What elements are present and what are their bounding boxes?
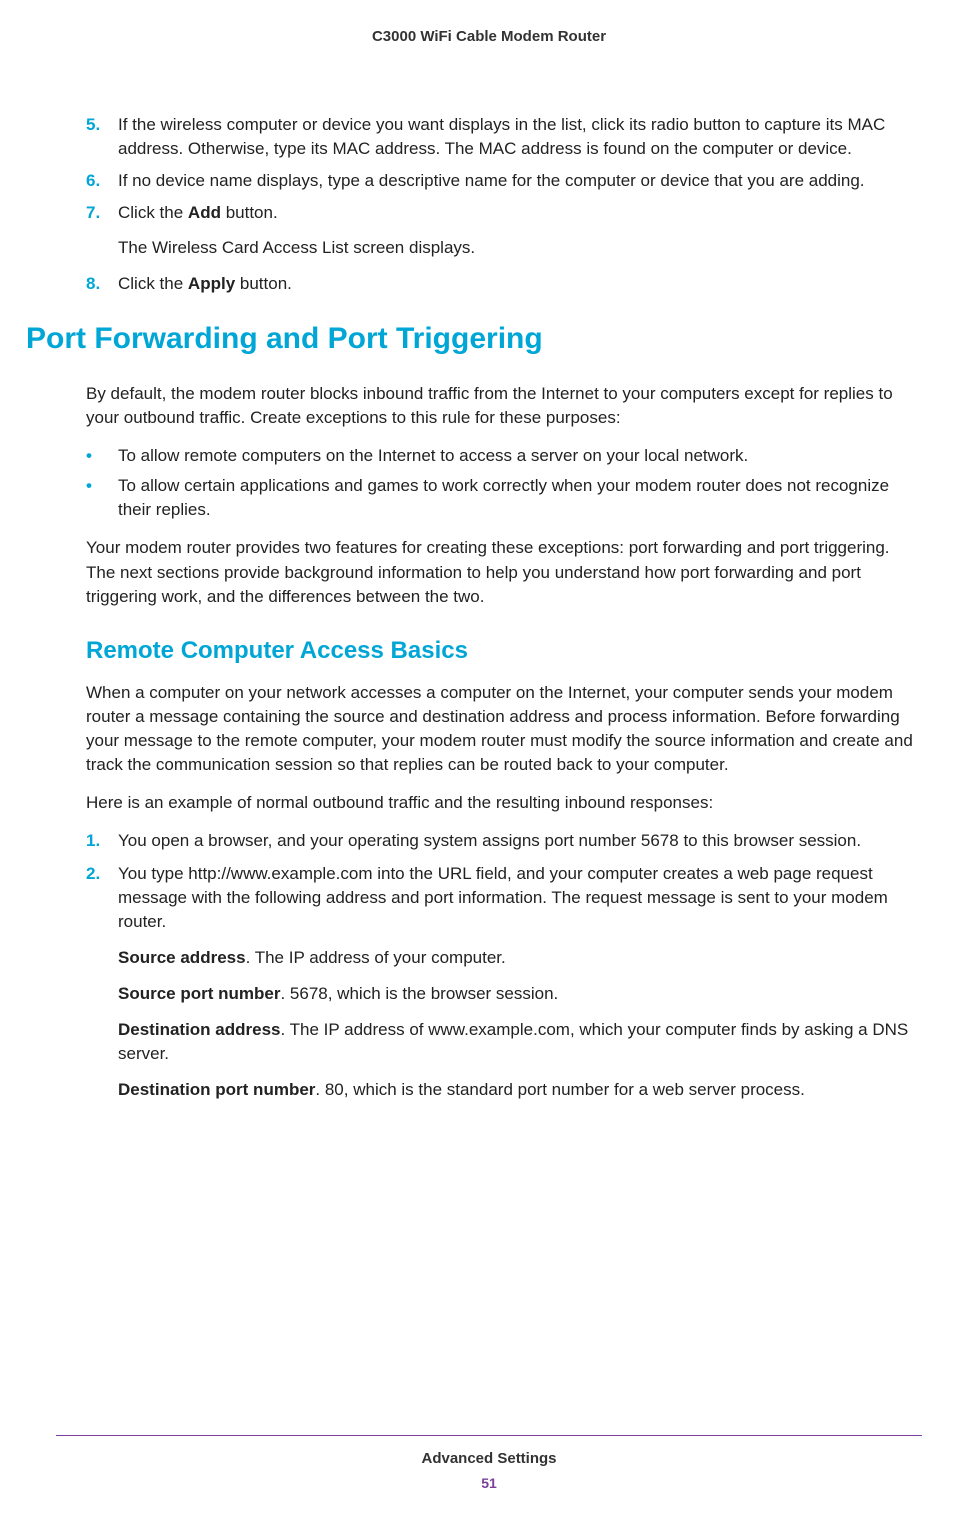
list-text: If the wireless computer or device you w… [118,113,922,161]
text-suffix: button. [235,274,292,293]
numbered-list-2: 1. You open a browser, and your operatin… [86,829,922,1102]
list-text: If no device name displays, type a descr… [118,169,865,193]
list-text: You type http://www.example.com into the… [118,862,922,934]
list-item: 8. Click the Apply button. [86,272,922,296]
definition-block: Source port number. 5678, which is the b… [118,982,922,1006]
text-suffix: button. [221,203,278,222]
paragraph: By default, the modem router blocks inbo… [86,382,922,430]
def-text: . 5678, which is the browser session. [280,984,558,1003]
list-text: Click the Apply button. [118,272,292,296]
list-number: 7. [86,201,118,225]
bullet-list: • To allow remote computers on the Inter… [86,444,922,522]
list-item: 6. If no device name displays, type a de… [86,169,922,193]
list-number: 8. [86,272,118,296]
text-prefix: Click the [118,274,188,293]
list-number: 6. [86,169,118,193]
def-term: Source address [118,948,246,967]
bullet-text: To allow remote computers on the Interne… [118,444,748,468]
text-prefix: Click the [118,203,188,222]
list-text: You open a browser, and your operating s… [118,829,861,853]
definition-block: Destination address. The IP address of w… [118,1018,922,1066]
footer-divider [56,1435,922,1436]
bullet-marker-icon: • [86,474,118,522]
text-bold: Add [188,203,221,222]
page-content: 5. If the wireless computer or device yo… [0,45,978,1103]
numbered-list-1: 5. If the wireless computer or device yo… [86,113,922,296]
paragraph: Your modem router provides two features … [86,536,922,608]
paragraph: When a computer on your network accesses… [86,681,922,778]
list-item: 2. You type http://www.example.com into … [86,862,922,934]
page-footer: Advanced Settings 51 [0,1435,978,1491]
paragraph: Here is an example of normal outbound tr… [86,791,922,815]
list-item: 1. You open a browser, and your operatin… [86,829,922,853]
bullet-item: • To allow remote computers on the Inter… [86,444,922,468]
page-header: C3000 WiFi Cable Modem Router [0,0,978,45]
list-number: 1. [86,829,118,853]
definition-block: Source address. The IP address of your c… [118,946,922,970]
list-number: 5. [86,113,118,161]
def-term: Destination address [118,1020,281,1039]
list-number: 2. [86,862,118,934]
text-bold: Apply [188,274,235,293]
bullet-text: To allow certain applications and games … [118,474,922,522]
bullet-marker-icon: • [86,444,118,468]
footer-page-number: 51 [0,1475,978,1491]
footer-title: Advanced Settings [0,1450,978,1467]
list-text: Click the Add button. [118,201,278,225]
def-term: Destination port number [118,1080,315,1099]
sub-text: The Wireless Card Access List screen dis… [118,236,922,260]
def-text: . 80, which is the standard port number … [315,1080,804,1099]
heading-remote-computer: Remote Computer Access Basics [86,637,922,665]
def-term: Source port number [118,984,280,1003]
heading-port-forwarding: Port Forwarding and Port Triggering [26,322,922,356]
list-item: 7. Click the Add button. [86,201,922,225]
list-item: 5. If the wireless computer or device yo… [86,113,922,161]
def-text: . The IP address of your computer. [246,948,506,967]
definition-block: Destination port number. 80, which is th… [118,1078,922,1102]
bullet-item: • To allow certain applications and game… [86,474,922,522]
